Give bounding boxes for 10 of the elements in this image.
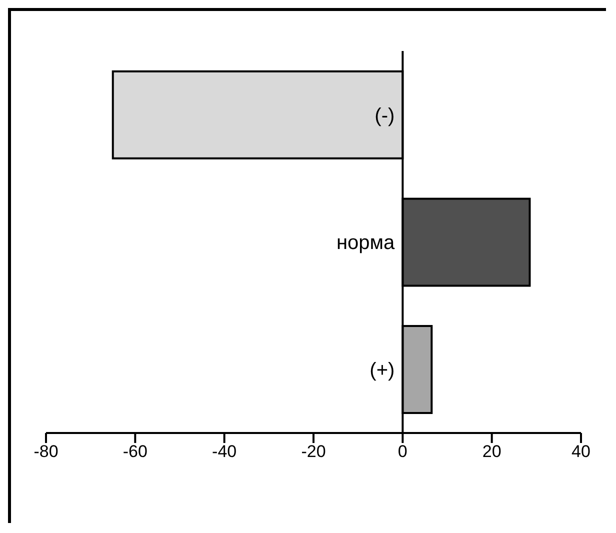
x-tick-label: -80 [34, 442, 58, 462]
x-tick-label: 40 [572, 442, 590, 462]
x-tick-label: 20 [482, 442, 502, 462]
x-tick-label: 0 [398, 442, 408, 462]
x-tick-label: -20 [301, 442, 326, 462]
y-tick-label: (-) [374, 104, 395, 127]
y-tick-label: норма [336, 232, 396, 254]
y-tick-label: (+) [370, 360, 395, 382]
x-tick-label: -60 [122, 442, 148, 462]
x-tick-label: -40 [212, 442, 237, 462]
